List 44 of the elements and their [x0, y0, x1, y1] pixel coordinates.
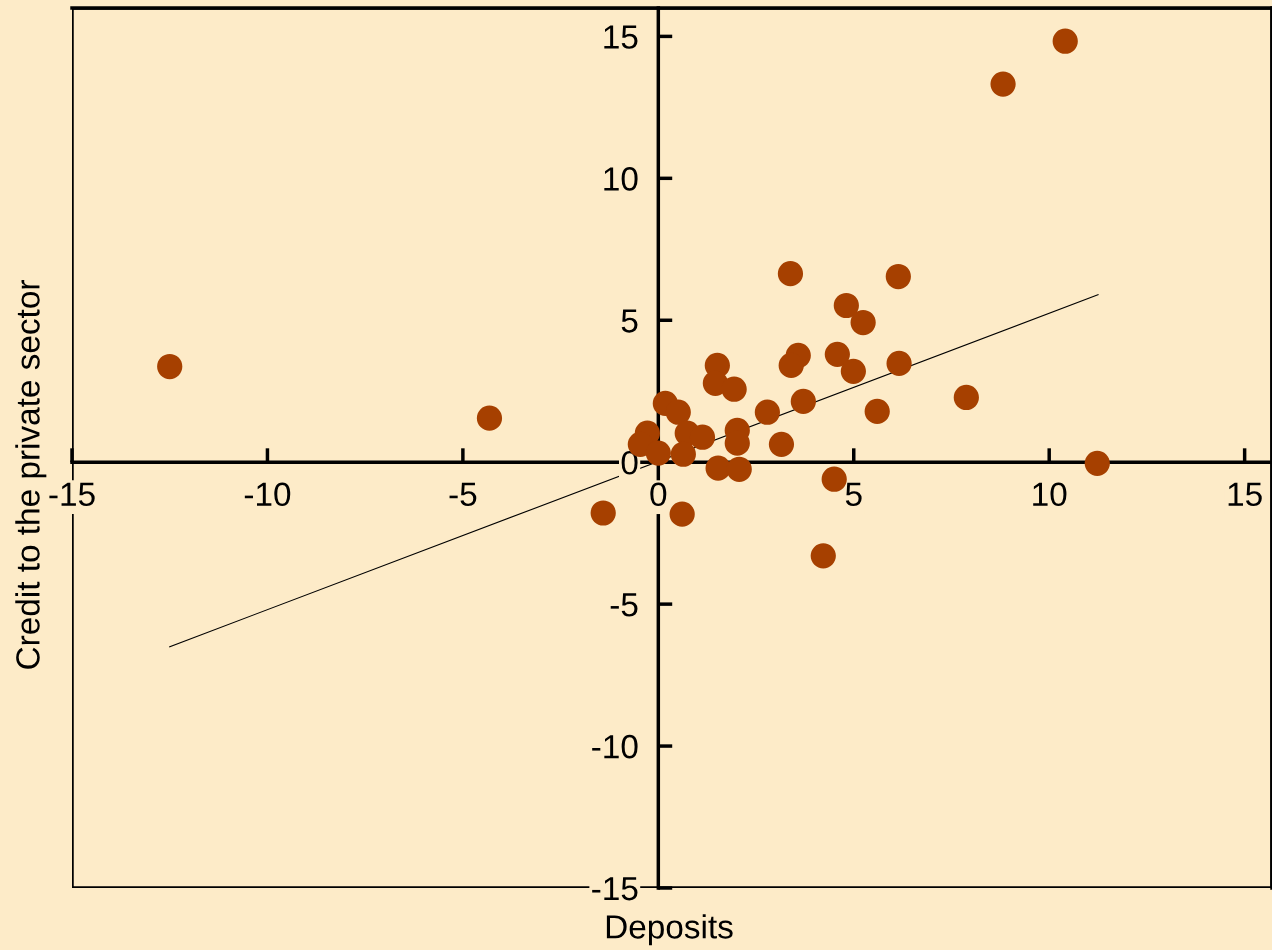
point	[665, 399, 691, 425]
y-tick-label: -5	[610, 593, 638, 617]
point	[850, 309, 876, 336]
point	[768, 431, 795, 457]
point	[1052, 28, 1078, 54]
x-tick-label: -15	[49, 482, 95, 507]
y-tick-label: 15	[604, 25, 638, 49]
point	[953, 384, 979, 411]
point	[645, 440, 671, 466]
point	[476, 405, 503, 431]
point	[790, 388, 816, 415]
x-tick-label: -5	[449, 482, 477, 507]
point	[754, 399, 780, 425]
x-tick-label: 0	[650, 482, 667, 507]
point	[705, 455, 731, 481]
point	[670, 441, 696, 467]
point	[669, 501, 695, 527]
x-tick-label: 10	[1033, 482, 1067, 507]
y-tick-label: -10	[592, 734, 638, 759]
point	[721, 376, 747, 402]
y-tick-label: 5	[621, 309, 638, 333]
point	[726, 456, 752, 482]
x-tick-label: 15	[1228, 482, 1262, 507]
y-tick-label: -15	[592, 877, 638, 901]
point	[777, 261, 804, 287]
point	[590, 500, 616, 526]
point	[885, 263, 911, 290]
point	[990, 71, 1016, 97]
point	[810, 543, 836, 569]
point	[824, 341, 850, 367]
point	[833, 292, 859, 319]
x-tick-label: -10	[244, 482, 291, 507]
x-tick-label: 5	[845, 482, 862, 507]
point	[778, 352, 804, 379]
x-axis-title: Deposits	[606, 914, 733, 946]
y-axis-title: Credit to the private sector	[15, 280, 47, 669]
point	[840, 358, 866, 384]
point	[1084, 450, 1110, 476]
point	[689, 424, 716, 450]
point	[886, 350, 912, 377]
point	[821, 466, 847, 492]
point	[157, 353, 183, 380]
point	[864, 398, 890, 424]
y-tick-label: 10	[604, 167, 638, 191]
